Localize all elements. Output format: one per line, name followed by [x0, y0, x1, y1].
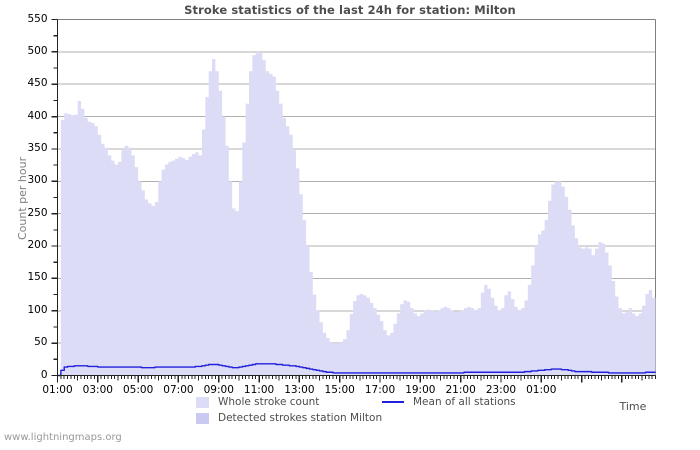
legend-label-mean-of-all-stations: Mean of all stations — [413, 396, 516, 408]
legend-line-mean-of-all-stations — [382, 401, 404, 403]
x-tick-label: 19:00 — [405, 383, 436, 396]
legend-label-detected-strokes-station: Detected strokes station Milton — [218, 412, 383, 424]
x-tick-label: 01:00 — [526, 383, 557, 396]
x-tick-label: 03:00 — [82, 383, 113, 396]
y-tick-label: 450 — [27, 77, 48, 90]
y-tick-label: 500 — [27, 44, 48, 57]
x-axis-label: Time — [619, 399, 647, 413]
y-tick-label: 0 — [40, 368, 48, 381]
y-tick-label: 150 — [27, 271, 48, 284]
y-tick-label: 200 — [27, 239, 48, 252]
x-tick-label: 23:00 — [485, 383, 517, 396]
legend-label-whole-stroke-count: Whole stroke count — [218, 396, 320, 408]
watermark-link: www.lightningmaps.org — [4, 432, 122, 443]
y-tick-label: 300 — [27, 174, 48, 187]
x-tick-label: 13:00 — [284, 383, 315, 396]
x-tick-label: 17:00 — [364, 383, 396, 396]
x-tick-label: 09:00 — [203, 383, 234, 396]
chart-title: Stroke statistics of the last 24h for st… — [184, 3, 516, 17]
legend-item-detected-strokes-station: Detected strokes station Milton — [196, 412, 382, 424]
x-tick-label: 01:00 — [42, 383, 73, 396]
x-tick-label: 11:00 — [243, 383, 275, 396]
x-tick-label: 05:00 — [122, 383, 154, 396]
legend-swatch-whole-stroke-count — [196, 396, 209, 408]
x-tick-label: 21:00 — [445, 383, 476, 396]
x-tick-label: 15:00 — [324, 383, 355, 396]
legend-item-mean-of-all-stations: Mean of all stations — [382, 396, 516, 408]
y-tick-label: 50 — [34, 336, 48, 349]
y-tick-label: 250 — [27, 206, 48, 219]
y-tick-label: 350 — [27, 141, 48, 154]
y-tick-label: 100 — [27, 303, 48, 316]
y-tick-label: 400 — [27, 109, 48, 122]
x-tick-label: 07:00 — [163, 383, 194, 396]
y-tick-label: 550 — [27, 12, 48, 25]
legend-swatch-detected-strokes-station — [196, 412, 209, 424]
legend-item-whole-stroke-count: Whole stroke count — [196, 396, 319, 408]
